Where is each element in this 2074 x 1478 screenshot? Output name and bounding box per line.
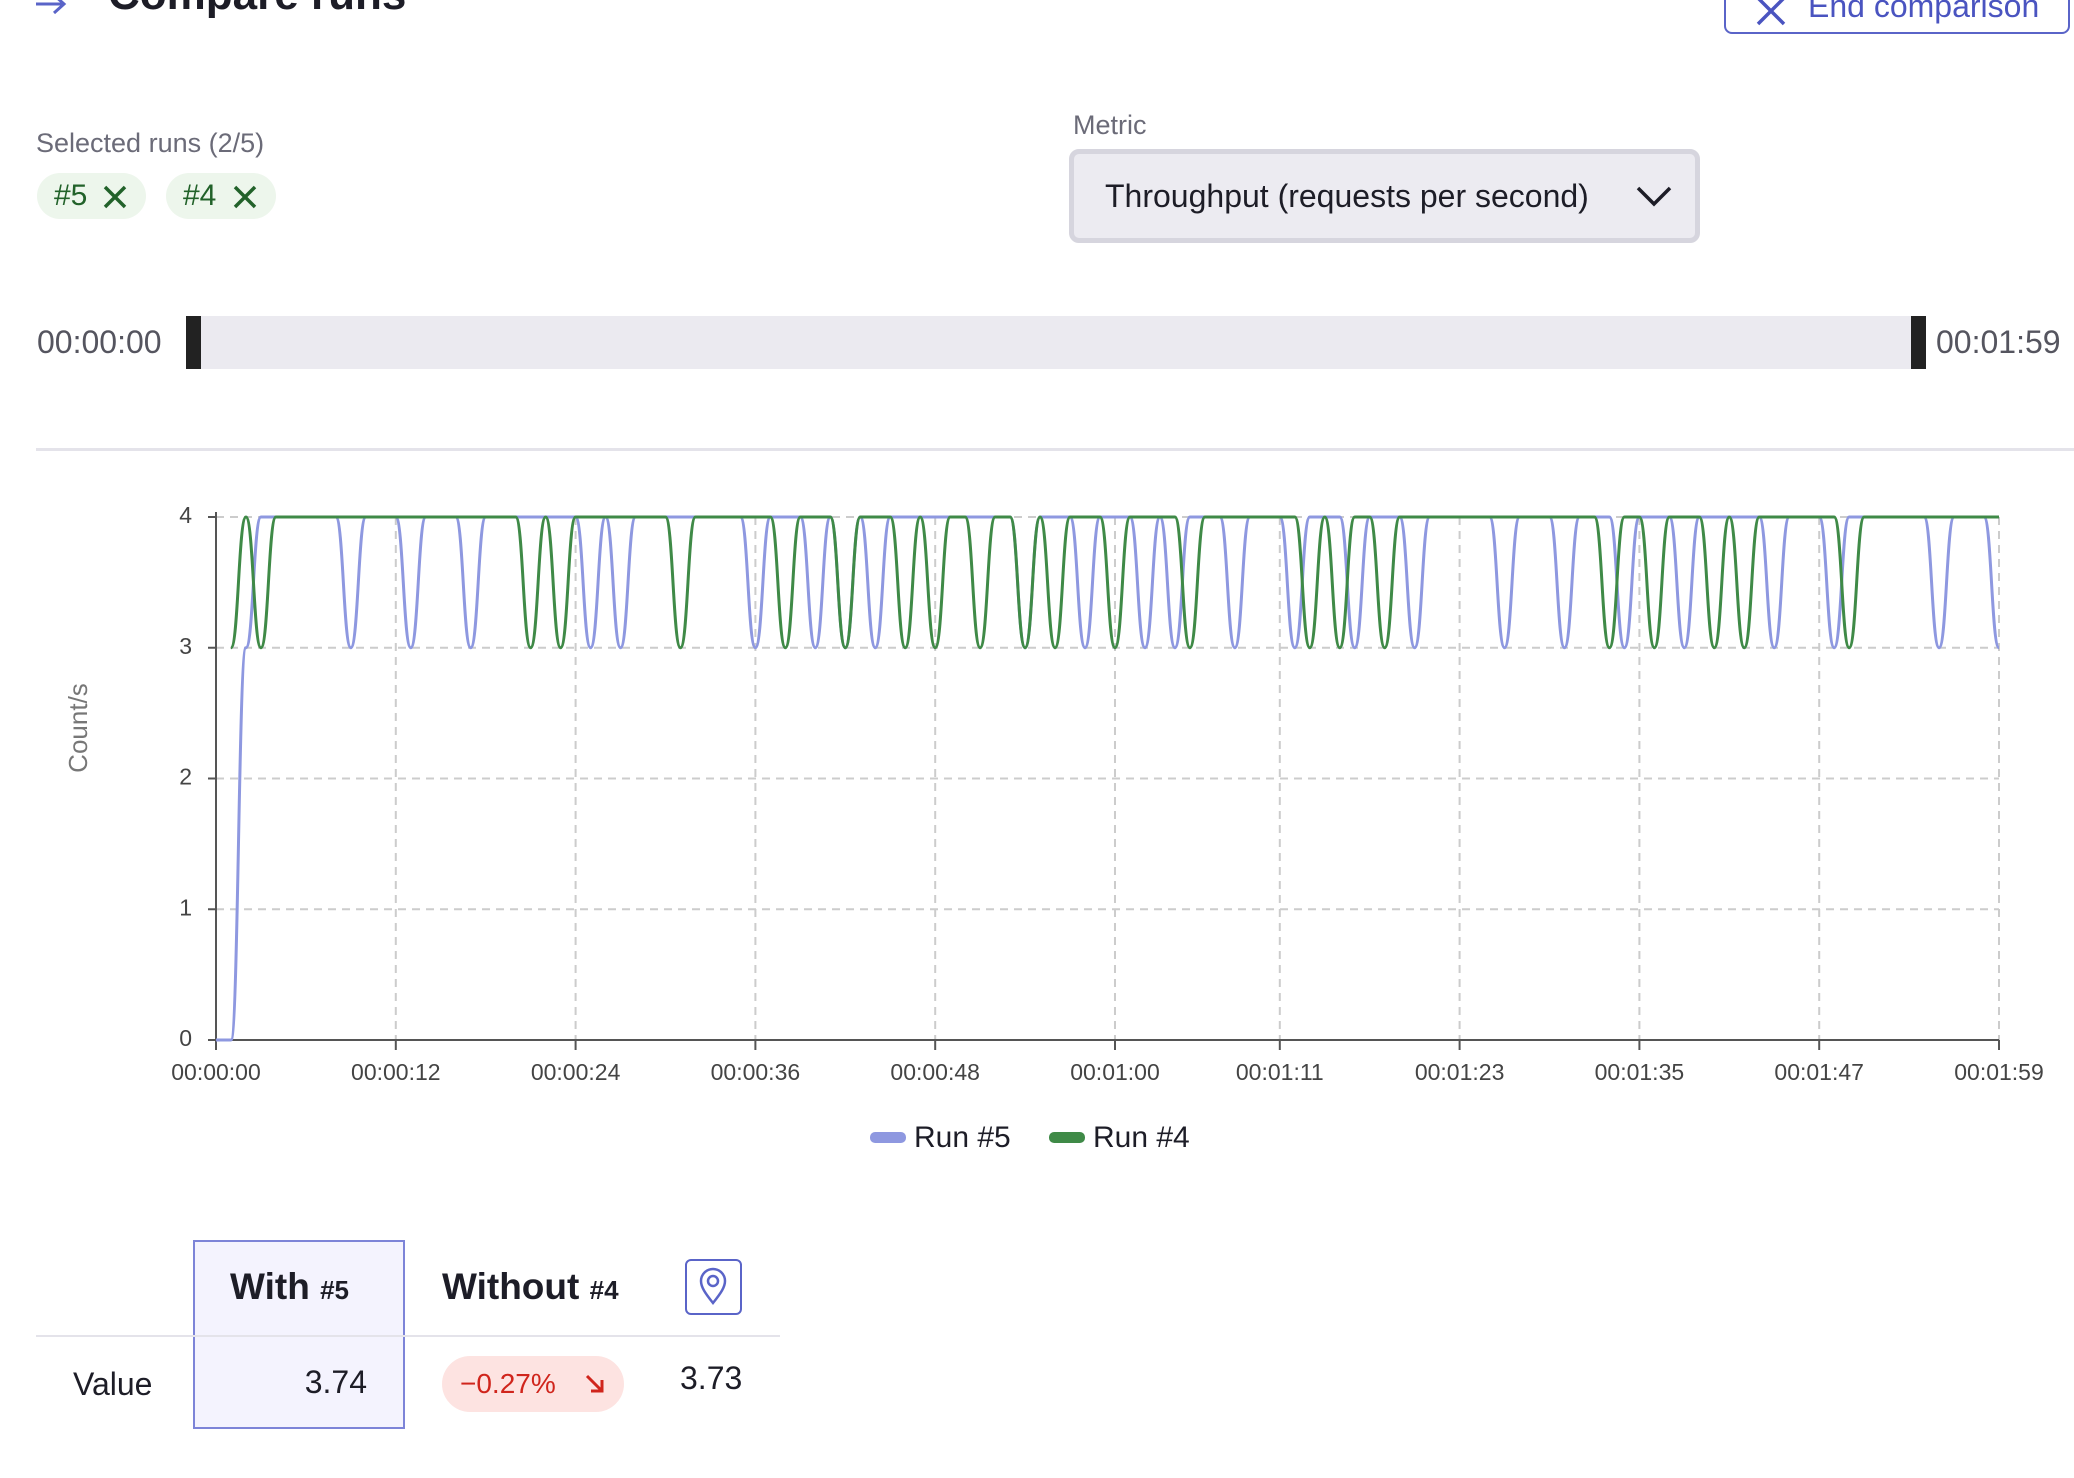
x-tick-label: 00:00:00 <box>171 1059 261 1085</box>
remove-icon[interactable] <box>102 184 128 210</box>
x-tick-label: 00:00:12 <box>351 1059 441 1085</box>
chip-label: #5 <box>54 179 88 212</box>
button-label: End comparison <box>1808 0 2040 24</box>
selected-runs-label: Selected runs (2/5) <box>36 128 265 158</box>
x-tick-label: 00:01:59 <box>1954 1059 2044 1085</box>
page-title: Compare runs <box>108 0 406 20</box>
x-tick-label: 00:00:24 <box>531 1059 621 1085</box>
x-tick-label: 00:00:36 <box>711 1059 801 1085</box>
legend-label: Run #5 <box>914 1121 1011 1154</box>
y-tick-label: 2 <box>179 764 192 790</box>
column-label: Without <box>442 1266 580 1307</box>
run-chip[interactable]: #5 <box>37 173 146 219</box>
series-line <box>229 515 1999 650</box>
remove-icon[interactable] <box>232 184 258 210</box>
range-start: 00:00:00 <box>37 324 162 360</box>
x-tick-label: 00:01:47 <box>1774 1059 1864 1085</box>
range-end: 00:01:59 <box>1936 324 2061 360</box>
without-value: 3.73 <box>680 1360 743 1396</box>
x-tick-label: 00:01:00 <box>1070 1059 1160 1085</box>
pin-button[interactable] <box>685 1259 742 1315</box>
column-header: With #5 <box>230 1266 349 1308</box>
column-run: #5 <box>320 1275 350 1305</box>
divider <box>36 448 2074 451</box>
range-track[interactable] <box>186 316 1926 369</box>
chart: Count/s 0 1 2 3 4 00:00:00 00:00:12 00:00:24 00:… <box>63 502 2044 1154</box>
table-rule <box>36 1335 780 1337</box>
x-tick-label: 00:01:35 <box>1595 1059 1685 1085</box>
metric-label: Metric <box>1073 110 1147 140</box>
run-chip[interactable]: #4 <box>166 173 276 219</box>
y-axis-label: Count/s <box>63 683 93 773</box>
end-comparison-button[interactable]: End comparison <box>1724 0 2070 34</box>
highlighted-column <box>193 1240 405 1429</box>
x-tick-label: 00:01:11 <box>1236 1059 1324 1085</box>
close-icon <box>1756 0 1786 26</box>
column-label: With <box>230 1266 310 1307</box>
legend-swatch <box>870 1132 906 1143</box>
chevron-down <box>1636 186 1672 207</box>
chip-label: #4 <box>183 179 217 212</box>
back-arrow[interactable] <box>32 0 72 20</box>
change-value: −0.27% <box>460 1368 556 1399</box>
range-handle[interactable] <box>1911 316 1926 369</box>
metric-select[interactable]: Throughput (requests per second) <box>1069 149 1700 243</box>
legend-label: Run #4 <box>1093 1121 1190 1154</box>
row-label: Value <box>73 1366 153 1402</box>
y-tick-label: 4 <box>179 502 192 528</box>
with-value: 3.74 <box>304 1364 367 1400</box>
y-tick-label: 0 <box>179 1025 192 1051</box>
pin-icon <box>699 1267 727 1306</box>
column-header: Without #4 <box>442 1266 619 1308</box>
x-tick-label: 00:00:48 <box>890 1059 980 1085</box>
change-badge: −0.27% <box>442 1356 624 1412</box>
metric-value: Throughput (requests per second) <box>1105 178 1589 214</box>
x-tick-label: 00:01:23 <box>1415 1059 1505 1085</box>
y-tick-label: 3 <box>179 633 192 659</box>
range-handle[interactable] <box>186 316 201 369</box>
y-tick-label: 1 <box>179 894 192 920</box>
down-arrow-icon <box>585 1374 604 1393</box>
legend-swatch <box>1049 1132 1085 1143</box>
column-run: #4 <box>589 1275 619 1305</box>
